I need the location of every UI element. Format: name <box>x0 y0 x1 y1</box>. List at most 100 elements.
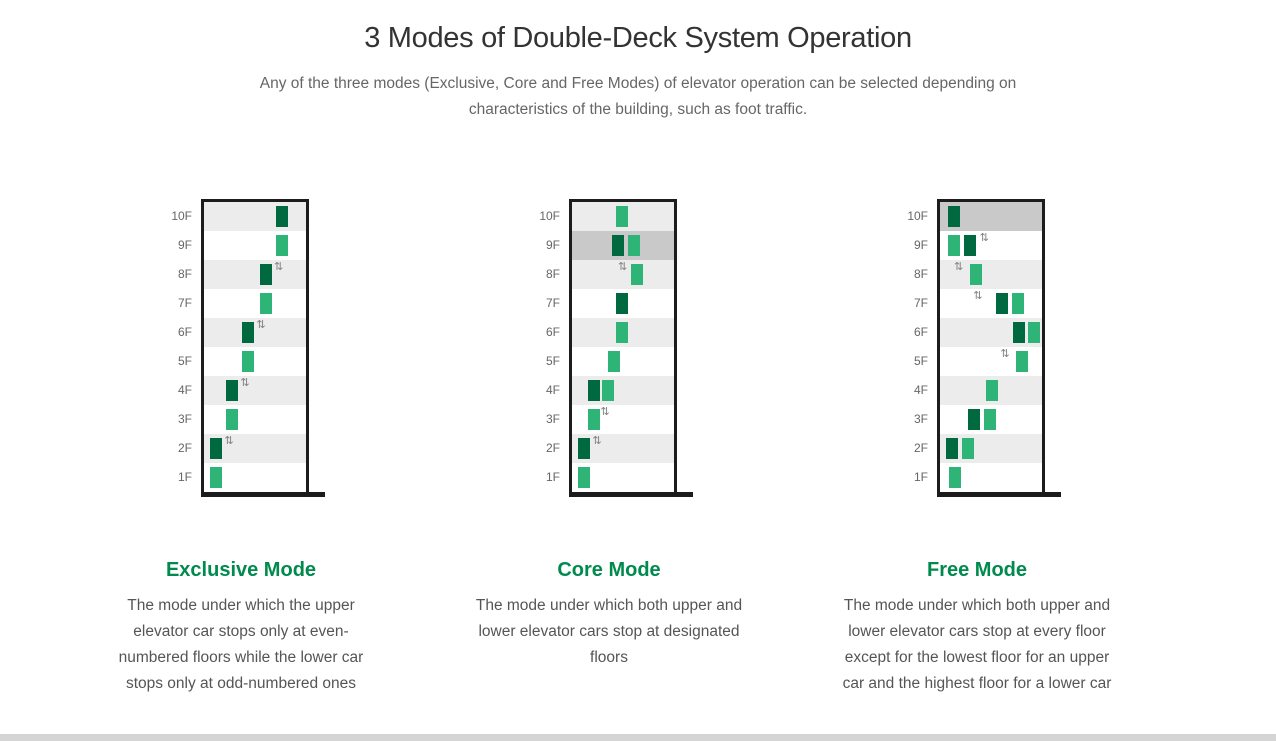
building: ⇅ ⇅ ⇅ ⇅ <box>201 199 325 497</box>
transfer-arrows-icon: ⇅ <box>954 261 964 273</box>
lower-elevator-car <box>616 322 629 343</box>
floor-label-2f: 2F <box>545 441 560 455</box>
upper-elevator-car <box>226 380 238 401</box>
lower-elevator-car <box>226 409 238 430</box>
building: ⇅ ⇅ ⇅ ⇅ <box>937 199 1061 497</box>
floor-row-4f <box>572 376 674 405</box>
floor-label-2f: 2F <box>177 441 192 455</box>
floor-label-6f: 6F <box>177 325 192 339</box>
floor-labels: 10F 9F 8F 7F 6F 5F 4F 3F 2F 1F <box>531 199 569 492</box>
floor-row-7f <box>572 289 674 318</box>
lower-elevator-car <box>275 235 288 256</box>
building-diagram: 10F 9F 8F 7F 6F 5F 4F 3F 2F 1F ⇅ ⇅ ⇅ <box>531 199 693 497</box>
floor-row-4f <box>940 376 1042 405</box>
lower-elevator-car <box>1016 351 1029 372</box>
floor-label-3f: 3F <box>545 412 560 426</box>
floor-label-8f: 8F <box>177 267 192 281</box>
lower-elevator-car <box>947 235 960 256</box>
floor-label-7f: 7F <box>913 296 928 310</box>
floor-row-7f: ⇅ <box>940 289 1042 318</box>
floor-row-7f <box>204 289 306 318</box>
floor-labels: 10F 9F 8F 7F 6F 5F 4F 3F 2F 1F <box>899 199 937 492</box>
floor-row-10f <box>572 202 674 231</box>
floor-label-7f: 7F <box>177 296 192 310</box>
floor-labels: 10F 9F 8F 7F 6F 5F 4F 3F 2F 1F <box>163 199 201 492</box>
lower-elevator-car <box>259 293 272 314</box>
lower-elevator-car <box>242 351 254 372</box>
transfer-arrows-icon: ⇅ <box>600 406 610 418</box>
floor-row-8f: ⇅ <box>204 260 306 289</box>
mode-title-free: Free Mode <box>926 559 1028 581</box>
transfer-arrows-icon: ⇅ <box>256 319 266 331</box>
lower-elevator-car <box>949 467 962 488</box>
floor-label-10f: 10F <box>907 209 928 223</box>
ground-line <box>569 492 693 497</box>
transfer-arrows-icon: ⇅ <box>973 290 983 302</box>
mode-column-core: 10F 9F 8F 7F 6F 5F 4F 3F 2F 1F ⇅ ⇅ ⇅ Core Mode The m… <box>425 199 793 697</box>
transfer-arrows-icon: ⇅ <box>979 232 989 244</box>
floor-row-2f <box>940 434 1042 463</box>
floor-row-1f <box>940 463 1042 492</box>
floor-row-9f <box>204 231 306 260</box>
transfer-arrows-icon: ⇅ <box>1000 348 1010 360</box>
floor-row-5f <box>204 347 306 376</box>
floor-label-2f: 2F <box>913 441 928 455</box>
upper-elevator-car <box>210 438 222 459</box>
floor-label-4f: 4F <box>177 383 192 397</box>
next-section-edge <box>0 734 1276 741</box>
upper-elevator-car <box>947 206 960 227</box>
floor-label-7f: 7F <box>545 296 560 310</box>
core-mode-building-diagram: 10F 9F 8F 7F 6F 5F 4F 3F 2F 1F ⇅ ⇅ ⇅ <box>531 199 693 497</box>
floor-row-3f <box>940 405 1042 434</box>
floor-row-3f <box>204 405 306 434</box>
floor-label-10f: 10F <box>539 209 560 223</box>
mode-column-free: 10F 9F 8F 7F 6F 5F 4F 3F 2F 1F ⇅ ⇅ ⇅ ⇅ Free Mode The … <box>793 199 1161 697</box>
building-shaft: ⇅ ⇅ ⇅ <box>569 199 677 492</box>
upper-elevator-car <box>275 206 288 227</box>
floor-row-1f <box>204 463 306 492</box>
building: ⇅ ⇅ ⇅ <box>569 199 693 497</box>
floor-row-3f: ⇅ <box>572 405 674 434</box>
upper-elevator-car <box>259 264 272 285</box>
floor-label-9f: 9F <box>913 238 928 252</box>
upper-elevator-car <box>616 293 629 314</box>
floor-row-8f: ⇅ <box>940 260 1042 289</box>
lower-elevator-car <box>1027 322 1040 343</box>
mode-description-exclusive: The mode under which the upper elevator … <box>118 597 364 692</box>
lower-elevator-car <box>602 380 614 401</box>
building-shaft: ⇅ ⇅ ⇅ ⇅ <box>201 199 309 492</box>
floor-row-4f: ⇅ <box>204 376 306 405</box>
transfer-arrows-icon: ⇅ <box>240 377 250 389</box>
page-title: 3 Modes of Double-Deck System Operation <box>364 22 912 54</box>
mode-column-exclusive: 10F 9F 8F 7F 6F 5F 4F 3F 2F 1F ⇅ ⇅ ⇅ ⇅ Exclusive Mode… <box>57 199 425 697</box>
floor-row-10f <box>204 202 306 231</box>
lower-elevator-car <box>578 467 590 488</box>
floor-label-3f: 3F <box>177 412 192 426</box>
lower-elevator-car <box>970 264 982 285</box>
floor-row-6f <box>940 318 1042 347</box>
mode-description-core: The mode under which both upper and lowe… <box>475 597 743 666</box>
ground-line <box>937 492 1061 497</box>
upper-elevator-car <box>968 409 981 430</box>
upper-elevator-car <box>995 293 1008 314</box>
mode-title-exclusive: Exclusive Mode <box>165 559 317 581</box>
mode-description-free: The mode under which both upper and lowe… <box>842 597 1112 692</box>
floor-label-5f: 5F <box>913 354 928 368</box>
upper-elevator-car <box>578 438 590 459</box>
floor-label-4f: 4F <box>913 383 928 397</box>
upper-elevator-car <box>1013 322 1026 343</box>
floor-row-10f <box>940 202 1042 231</box>
building-diagram: 10F 9F 8F 7F 6F 5F 4F 3F 2F 1F ⇅ ⇅ ⇅ ⇅ <box>163 199 325 497</box>
transfer-arrows-icon: ⇅ <box>618 261 628 273</box>
lower-elevator-car <box>587 409 600 430</box>
floor-row-6f <box>572 318 674 347</box>
floor-label-1f: 1F <box>913 470 928 484</box>
floor-row-9f <box>572 231 674 260</box>
upper-elevator-car <box>611 235 624 256</box>
lower-elevator-car <box>630 264 643 285</box>
ground-line <box>201 492 325 497</box>
floor-label-4f: 4F <box>545 383 560 397</box>
floor-row-5f <box>572 347 674 376</box>
floor-label-1f: 1F <box>177 470 192 484</box>
